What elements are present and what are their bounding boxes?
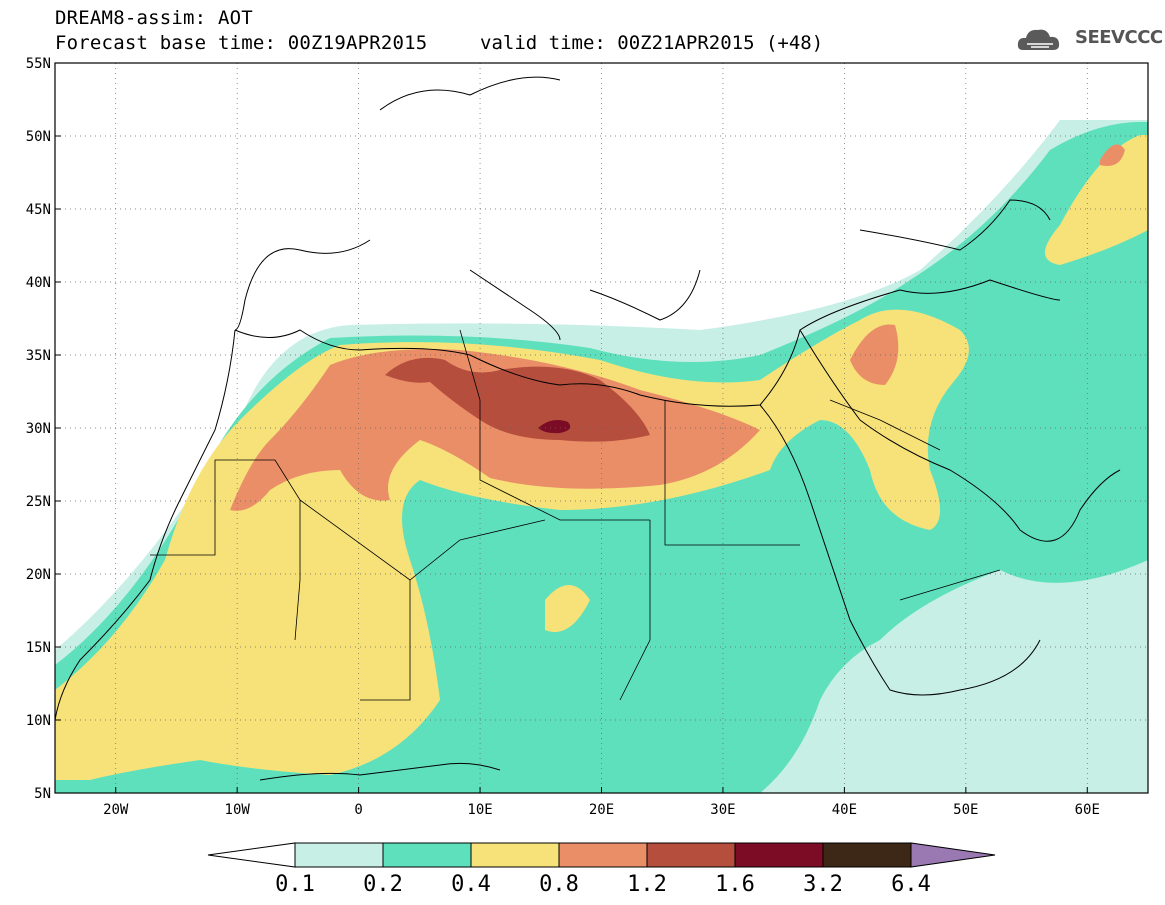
valid-time: valid time: 00Z21APR2015 (+48) xyxy=(480,32,824,54)
colorbar-high-arrow xyxy=(910,842,996,868)
lat-tick-label: 25N xyxy=(26,494,51,510)
colorbar-swatch xyxy=(294,842,384,868)
colorbar-label: 0.1 xyxy=(275,872,315,897)
colorbar-swatch xyxy=(646,842,736,868)
lon-tick-label: 10W xyxy=(225,802,251,818)
lon-tick-label: 20W xyxy=(103,802,129,818)
lon-tick-label: 0 xyxy=(354,802,362,818)
colorbar-label: 3.2 xyxy=(803,872,843,897)
colorbar-label: 0.2 xyxy=(363,872,403,897)
lon-tick-label: 10E xyxy=(467,802,492,818)
lat-tick-label: 10N xyxy=(26,713,51,729)
aot-level-4 xyxy=(230,144,1125,511)
colorbar-label: 6.4 xyxy=(891,872,931,897)
colorbar-swatch xyxy=(558,842,648,868)
lat-tick-label: 40N xyxy=(26,275,51,291)
lat-tick-label: 55N xyxy=(26,56,51,72)
country-borders xyxy=(150,329,1001,701)
logo-text: SEEVCCC xyxy=(1075,27,1163,48)
lat-tick-label: 20N xyxy=(26,567,51,583)
colorbar-swatch xyxy=(470,842,560,868)
colorbar-swatch xyxy=(382,842,472,868)
lon-tick-label: 20E xyxy=(589,802,614,818)
colorbar-label: 0.8 xyxy=(539,872,579,897)
lat-tick-label: 30N xyxy=(26,421,51,437)
axis-ticks: 20W 10W 0 10E 20E 30E 40E 50E 60E 5N 10N 15N 20N 25N 3… xyxy=(26,56,1100,818)
lat-tick-label: 15N xyxy=(26,640,51,656)
lon-tick-label: 40E xyxy=(832,802,857,818)
colorbar-swatch xyxy=(734,842,824,868)
colorbar-label: 1.6 xyxy=(715,872,755,897)
colorbar-low-arrow xyxy=(207,842,296,868)
colorbar-label: 1.2 xyxy=(627,872,667,897)
forecast-base-time: Forecast base time: 00Z19APR2015 xyxy=(55,32,428,54)
cloud-icon xyxy=(1017,29,1060,50)
aot-level-5 xyxy=(385,357,650,442)
colorbar-swatch xyxy=(822,842,912,868)
coastlines xyxy=(55,76,1121,781)
map-title: DREAM8-assim: AOT xyxy=(55,7,253,29)
lat-tick-label: 35N xyxy=(26,348,51,364)
lon-tick-label: 30E xyxy=(710,802,735,818)
lat-tick-label: 5N xyxy=(34,786,51,802)
lon-tick-label: 60E xyxy=(1075,802,1100,818)
colorbar xyxy=(207,842,996,868)
lat-tick-label: 45N xyxy=(26,202,51,218)
colorbar-label: 0.4 xyxy=(451,872,491,897)
lon-tick-label: 50E xyxy=(953,802,978,818)
lat-tick-label: 50N xyxy=(26,129,51,145)
aot-level-6 xyxy=(538,420,571,434)
